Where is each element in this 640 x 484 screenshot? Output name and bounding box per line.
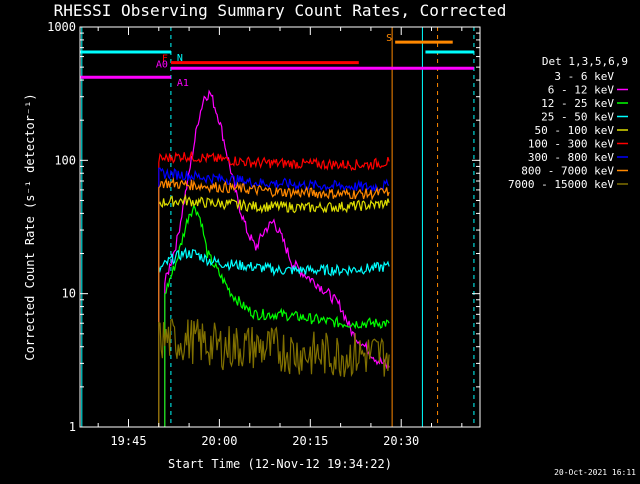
series-line [158,167,390,427]
series-line [158,151,390,427]
x-tick-label: 20:30 [383,434,419,448]
chart-title: RHESSI Observing Summary Count Rates, Co… [54,1,507,20]
x-tick-label: 19:45 [110,434,146,448]
legend-title: Det 1,3,5,6,9 [542,55,628,68]
legend-entry-label: 3 - 6 keV [554,70,614,83]
flag-label: S [386,33,392,44]
y-tick-label: 10 [62,287,76,301]
legend-entry-label: 100 - 300 keV [528,138,614,151]
y-tick-label: 1 [69,420,76,434]
series-line [164,89,390,427]
series-line [158,318,390,427]
legend-entry-label: 300 - 800 keV [528,151,614,164]
legend-entry-label: 50 - 100 keV [535,124,615,137]
flag-label: F [162,54,168,65]
y-axis-label: Corrected Count Rate (s⁻¹ detector⁻¹) [23,93,37,360]
series-line [158,176,390,427]
y-tick-label: 1000 [47,20,76,34]
legend-entry-label: 6 - 12 keV [548,84,615,97]
legend-entry-label: 12 - 25 keV [541,97,614,110]
y-tick-label: 100 [54,153,76,167]
flag-label: A0 [156,59,168,70]
footer-timestamp: 20-Oct-2021 16:11 [554,468,636,477]
legend-entry-label: 25 - 50 keV [541,111,614,124]
series-line [164,203,390,427]
series-line [158,193,390,427]
x-tick-label: 20:00 [201,434,237,448]
legend-entry-label: 7000 - 15000 keV [508,178,614,191]
plot-area: NF S A0 A1 [80,27,475,427]
series-line [158,247,390,427]
x-tick-label: 20:15 [292,434,328,448]
legend-entry-label: 800 - 7000 keV [521,165,614,178]
y-axis: 1 10 100 1000 [47,20,480,434]
flag-label: N [177,53,183,64]
x-axis: 19:45 20:00 20:15 20:30 [97,27,463,448]
flag-label: A1 [177,78,189,89]
x-axis-label: Start Time (12-Nov-12 19:34:22) [168,457,392,471]
